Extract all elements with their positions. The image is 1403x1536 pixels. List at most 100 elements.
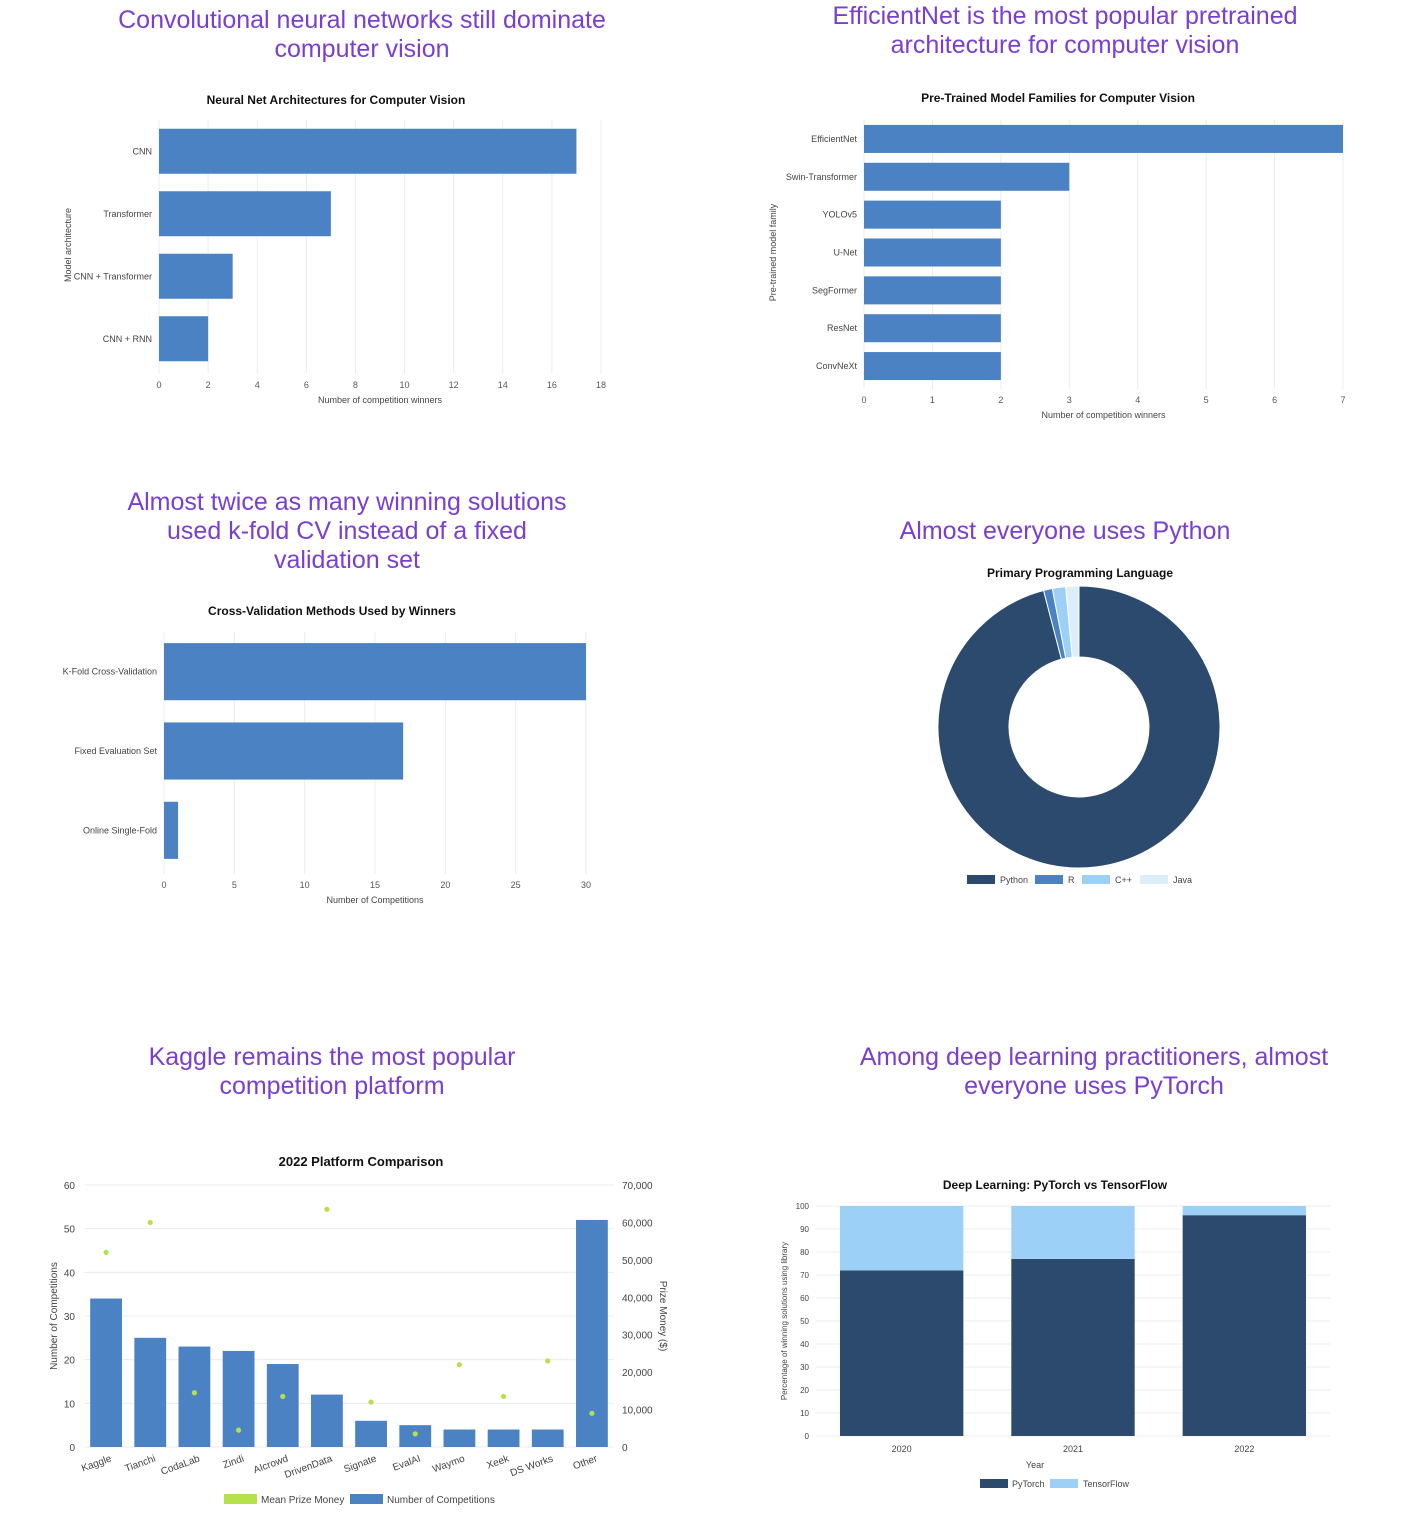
legend-label: Number of Competitions — [387, 1495, 495, 1506]
legend-swatch — [350, 1494, 383, 1504]
y-right-tick-label: 40,000 — [622, 1293, 653, 1304]
x-tick-label: 2021 — [1063, 1444, 1083, 1454]
bar-aicrowd — [266, 1364, 299, 1447]
bar-waymo — [443, 1429, 476, 1447]
chart-title: Primary Programming Language — [987, 566, 1173, 580]
y-right-tick-label: 50,000 — [622, 1256, 653, 1267]
bar-convnext — [864, 352, 1001, 381]
x-tick-label: CodaLab — [160, 1453, 202, 1477]
headline-python: Almost everyone uses Python — [899, 517, 1231, 545]
bar-tensorflow-2020 — [839, 1206, 964, 1271]
legend-label: PyTorch — [1012, 1479, 1045, 1489]
bar-online-single-fold — [164, 801, 179, 859]
dot-aicrowd — [280, 1393, 286, 1400]
dot-zindi — [235, 1427, 242, 1433]
y-tick-label: 80 — [800, 1248, 809, 1257]
dot-kaggle — [103, 1249, 109, 1255]
x-tick-label: 6 — [304, 380, 309, 390]
bar-pytorch-2021 — [1011, 1258, 1135, 1436]
language-chart: Primary Programming Language Python R C++ Ja… — [937, 566, 1221, 885]
headline-efficientnet: EfficientNet is the most popular pretrai… — [832, 2, 1298, 59]
y-right-tick-label: 0 — [622, 1443, 628, 1454]
x-tick-label: 0 — [156, 380, 161, 390]
legend-label: C++ — [1115, 875, 1132, 885]
x-tick-label: 15 — [370, 880, 380, 890]
bar-u-net — [864, 238, 1001, 267]
y-tick-label: 100 — [796, 1202, 810, 1211]
slice-python — [937, 585, 1221, 869]
bar-transformer — [159, 191, 331, 237]
y-axis-label: Model architecture — [63, 208, 73, 282]
chart-title: 2022 Platform Comparison — [279, 1154, 444, 1169]
legend-swatch — [1035, 875, 1063, 884]
legend-label: Java — [1173, 875, 1192, 885]
crossval-chart: Cross-Validation Methods Used by Winners… — [63, 604, 591, 905]
y-right-tick-label: 20,000 — [622, 1368, 653, 1379]
y-category-label: Fixed Evaluation Set — [74, 746, 157, 756]
x-tick-label: 0 — [161, 880, 166, 890]
architectures-chart: Neural Net Architectures for Computer Vi… — [63, 93, 606, 405]
chart-title: Cross-Validation Methods Used by Winners — [208, 604, 456, 618]
y-left-axis-label: Number of Competitions — [49, 1262, 60, 1370]
bar-efficientnet — [864, 124, 1343, 153]
y-category-label: CNN — [133, 146, 153, 156]
y-tick-label: 50 — [800, 1317, 809, 1326]
x-axis-label: Year — [1026, 1460, 1044, 1470]
x-tick-label: 5 — [232, 880, 237, 890]
platforms-chart: 2022 Platform Comparison 0 10 20 30 40 50 60 0 10… — [49, 1154, 668, 1506]
legend-swatch — [224, 1494, 257, 1504]
chart-title: Deep Learning: PyTorch vs TensorFlow — [943, 1178, 1168, 1192]
bar-cnn-rnn — [159, 316, 209, 362]
headline-cnn: Convolutional neural networks still domi… — [118, 6, 606, 63]
y-left-tick-label: 20 — [64, 1356, 76, 1367]
y-left-tick-label: 30 — [64, 1312, 76, 1323]
y-left-tick-label: 50 — [64, 1225, 76, 1236]
y-tick-label: 30 — [800, 1363, 809, 1372]
bar-tensorflow-2022 — [1182, 1206, 1307, 1216]
dot-drivendata — [324, 1206, 330, 1212]
y-category-label: ResNet — [827, 323, 858, 333]
y-right-tick-label: 70,000 — [622, 1181, 653, 1192]
legend-swatch — [1140, 875, 1168, 884]
bar-tensorflow-2021 — [1011, 1206, 1135, 1259]
x-tick-label: 14 — [498, 380, 508, 390]
frameworks-chart: Deep Learning: PyTorch vs TensorFlow 0 10 2… — [780, 1178, 1330, 1489]
bar-drivendata — [311, 1394, 343, 1447]
y-tick-label: 60 — [800, 1294, 809, 1303]
x-tick-label: 20 — [440, 880, 450, 890]
y-right-tick-label: 30,000 — [622, 1331, 653, 1342]
y-right-axis-label: Prize Money ($) — [657, 1281, 668, 1352]
bar-cnn-transformer — [159, 253, 233, 299]
x-tick-label: 2022 — [1234, 1444, 1254, 1454]
bar-cnn — [159, 128, 577, 174]
x-axis-label: Number of competition winners — [1041, 410, 1166, 420]
x-tick-label: 18 — [596, 380, 606, 390]
x-tick-label: DS Works — [509, 1453, 555, 1479]
x-tick-label: Waymo — [431, 1453, 467, 1475]
x-tick-label: 30 — [581, 880, 591, 890]
bar-pytorch-2020 — [839, 1270, 964, 1436]
x-tick-label: 12 — [449, 380, 459, 390]
y-right-tick-label: 60,000 — [622, 1218, 653, 1229]
x-tick-label: 7 — [1340, 395, 1345, 405]
y-left-tick-label: 10 — [64, 1399, 76, 1410]
legend-label: Python — [1000, 875, 1028, 885]
dot-xeek — [500, 1393, 507, 1400]
y-right-tick-label: 10,000 — [622, 1406, 653, 1417]
y-category-label: U-Net — [833, 248, 857, 258]
legend-label: R — [1068, 875, 1075, 885]
x-tick-label: 10 — [400, 380, 410, 390]
x-axis-label: Number of Competitions — [326, 895, 424, 905]
dot-evalai — [412, 1431, 418, 1437]
x-tick-label: 10 — [300, 880, 310, 890]
x-tick-label: Tianchi — [124, 1453, 158, 1474]
y-category-label: ConvNeXt — [816, 361, 858, 371]
legend-label: TensorFlow — [1083, 1479, 1130, 1489]
bar-xeek — [487, 1429, 520, 1447]
x-tick-label: Xeek — [485, 1453, 511, 1471]
x-tick-label: 2020 — [892, 1444, 912, 1454]
x-tick-label: Other — [572, 1453, 600, 1472]
y-left-tick-label: 60 — [64, 1181, 76, 1192]
y-category-label: YOLOv5 — [822, 210, 857, 220]
x-tick-label: Signate — [342, 1453, 378, 1475]
